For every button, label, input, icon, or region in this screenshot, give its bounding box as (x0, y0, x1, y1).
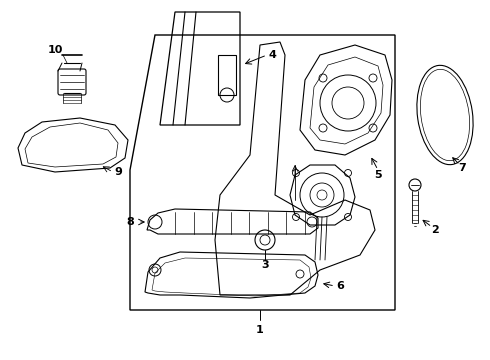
Bar (218, 55, 236, 95)
Text: 7: 7 (458, 163, 466, 173)
Text: 10: 10 (48, 45, 63, 55)
Text: 2: 2 (431, 225, 439, 235)
Text: 1: 1 (256, 325, 264, 335)
Text: 3: 3 (261, 260, 269, 270)
FancyBboxPatch shape (58, 69, 86, 95)
Text: 6: 6 (336, 281, 344, 291)
Text: 4: 4 (268, 50, 276, 60)
Text: 8: 8 (126, 217, 134, 227)
Text: 5: 5 (374, 170, 382, 180)
Text: 9: 9 (114, 167, 122, 177)
